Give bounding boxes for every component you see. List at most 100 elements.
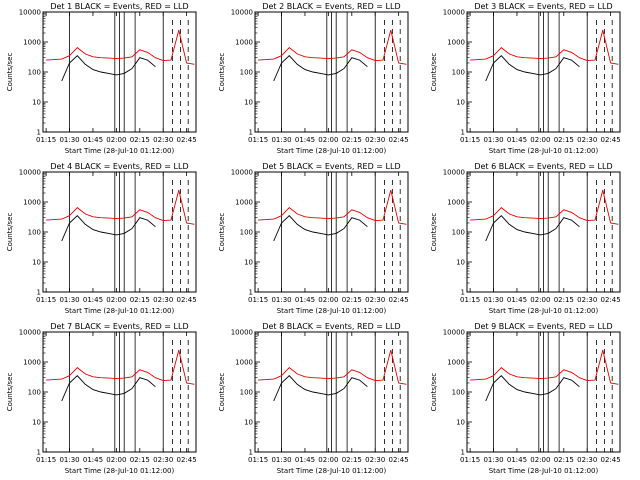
plot-frame: [254, 171, 409, 293]
x-axis-label: Start Time (28-Jul-10 01:12:00): [277, 147, 387, 155]
x-tick-label: 01:30: [483, 296, 503, 304]
series-line-events: [273, 215, 368, 242]
series-line-events: [273, 375, 368, 402]
x-tick-label: 02:30: [577, 456, 597, 464]
panel-det-3: Det 3 BLACK = Events, RED = LLD Counts/se…: [430, 2, 621, 155]
plot-frame: [466, 331, 621, 453]
y-tick-label: 10: [32, 419, 41, 427]
plot-frame: [466, 171, 621, 293]
x-tick-label: 02:30: [153, 136, 173, 144]
x-tick-label: 01:15: [248, 456, 268, 464]
y-tick-label: 100: [240, 389, 253, 397]
series-line-lld: [46, 349, 195, 385]
y-tick-label: 1000: [447, 199, 465, 207]
x-tick-label: 02:45: [601, 296, 621, 304]
y-tick-label: 1: [461, 129, 465, 137]
panel-det-9: Det 9 BLACK = Events, RED = LLD Counts/se…: [430, 322, 621, 475]
x-tick-label: 02:45: [389, 456, 409, 464]
x-tick-label: 02:15: [130, 296, 150, 304]
panel-title: Det 7 BLACK = Events, RED = LLD: [50, 322, 188, 331]
panel-det-7: Det 7 BLACK = Events, RED = LLD Counts/se…: [6, 322, 197, 475]
y-tick-label: 1000: [235, 359, 253, 367]
x-axis-label: Start Time (28-Jul-10 01:12:00): [65, 467, 175, 475]
y-tick-label: 10: [244, 259, 253, 267]
x-tick-label: 01:45: [295, 136, 315, 144]
x-tick-label: 02:45: [177, 136, 197, 144]
y-tick-label: 10000: [19, 9, 41, 17]
y-tick-label: 10: [32, 99, 41, 107]
x-tick-label: 01:15: [460, 456, 480, 464]
x-tick-label: 02:15: [554, 456, 574, 464]
y-tick-label: 100: [28, 69, 41, 77]
y-tick-label: 100: [28, 389, 41, 397]
x-tick-label: 02:15: [342, 136, 362, 144]
x-tick-label: 02:00: [318, 296, 338, 304]
x-axis-label: Start Time (28-Jul-10 01:12:00): [277, 467, 387, 475]
y-axis-label: Counts/sec: [6, 53, 14, 92]
y-tick-label: 1: [461, 289, 465, 297]
y-tick-label: 100: [240, 69, 253, 77]
y-tick-label: 10000: [231, 329, 253, 337]
x-axis-label: Start Time (28-Jul-10 01:12:00): [489, 467, 599, 475]
x-tick-label: 02:30: [153, 296, 173, 304]
x-tick-label: 01:45: [295, 456, 315, 464]
y-tick-label: 100: [452, 69, 465, 77]
plot-frame: [42, 331, 197, 453]
x-tick-label: 01:15: [248, 136, 268, 144]
x-tick-label: 02:15: [130, 456, 150, 464]
panel-det-6: Det 6 BLACK = Events, RED = LLD Counts/se…: [430, 162, 621, 315]
y-tick-label: 1000: [23, 199, 41, 207]
x-tick-label: 01:15: [36, 296, 56, 304]
x-tick-label: 01:15: [36, 136, 56, 144]
x-tick-label: 01:45: [507, 136, 527, 144]
series-line-lld: [258, 29, 407, 65]
x-tick-label: 02:45: [389, 136, 409, 144]
y-tick-label: 1: [37, 449, 41, 457]
y-axis-label: Counts/sec: [6, 373, 14, 412]
panel-title: Det 1 BLACK = Events, RED = LLD: [50, 2, 188, 11]
x-tick-label: 02:30: [577, 296, 597, 304]
series-line-lld: [46, 29, 195, 65]
panel-title: Det 9 BLACK = Events, RED = LLD: [474, 322, 612, 331]
y-tick-label: 1000: [23, 39, 41, 47]
x-tick-label: 02:15: [554, 136, 574, 144]
panel-title: Det 3 BLACK = Events, RED = LLD: [474, 2, 612, 11]
plot-frame: [42, 11, 197, 133]
plot-frame: [466, 11, 621, 133]
x-tick-label: 02:45: [389, 296, 409, 304]
y-tick-label: 1000: [235, 39, 253, 47]
x-tick-label: 02:00: [530, 296, 550, 304]
series-line-events: [61, 375, 156, 402]
x-tick-label: 02:15: [554, 296, 574, 304]
x-tick-label: 02:00: [106, 296, 126, 304]
panel-title: Det 2 BLACK = Events, RED = LLD: [262, 2, 400, 11]
y-tick-label: 1000: [23, 359, 41, 367]
series-line-events: [273, 55, 368, 82]
x-tick-label: 02:15: [342, 456, 362, 464]
x-tick-label: 01:15: [460, 296, 480, 304]
series-line-lld: [470, 349, 619, 385]
series-line-events: [485, 375, 580, 402]
y-axis-label: Counts/sec: [430, 53, 438, 92]
y-tick-label: 1: [249, 449, 253, 457]
series-line-lld: [470, 29, 619, 65]
y-tick-label: 1: [461, 449, 465, 457]
x-tick-label: 02:00: [106, 136, 126, 144]
x-tick-label: 02:45: [177, 456, 197, 464]
x-tick-label: 02:30: [153, 456, 173, 464]
x-tick-label: 01:45: [83, 456, 103, 464]
y-axis-label: Counts/sec: [6, 213, 14, 252]
y-tick-label: 10: [456, 99, 465, 107]
x-tick-label: 01:45: [507, 456, 527, 464]
y-tick-label: 1: [249, 129, 253, 137]
x-tick-label: 01:15: [460, 136, 480, 144]
series-line-lld: [46, 189, 195, 225]
y-tick-label: 1: [37, 289, 41, 297]
y-tick-label: 10000: [19, 169, 41, 177]
y-tick-label: 10000: [231, 169, 253, 177]
x-tick-label: 02:30: [365, 456, 385, 464]
y-tick-label: 10000: [443, 329, 465, 337]
y-axis-label: Counts/sec: [430, 373, 438, 412]
x-tick-label: 01:30: [59, 456, 79, 464]
